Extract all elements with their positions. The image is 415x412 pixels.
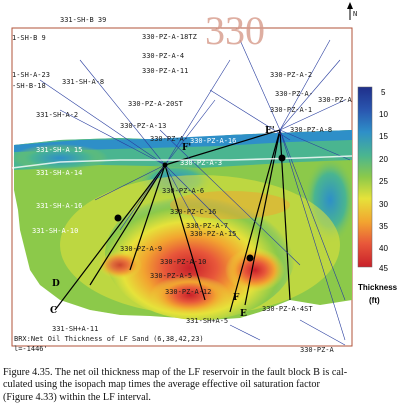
well-label: 330-PZ-A- [150, 135, 188, 143]
point-label-e: E [240, 309, 247, 319]
colorbar-gradient [357, 86, 373, 268]
thickness-margin-pale [14, 300, 120, 320]
well-label: 1-SH-A-23 [12, 71, 50, 79]
well-label: 330-PZ-A [318, 96, 353, 104]
colorbar-tick-label: 35 [379, 222, 388, 231]
well-label: 330-PZ-A-11 [142, 67, 188, 75]
point-label-c: C [50, 306, 57, 316]
well-label: 331-SH+A-5 [186, 317, 228, 325]
well-label: 330-PZ-A-1 [270, 106, 312, 114]
well-label: 330-PZ-C-16 [170, 208, 216, 216]
well-label: 330-PZ-A-13 [120, 122, 166, 130]
colorbar-tick-label: 20 [379, 155, 388, 164]
thickness-high-zone-east [225, 248, 285, 292]
well-trajectories [39, 39, 351, 346]
well-label: 330-PZ-A-5 [150, 272, 192, 280]
net-oil-thickness-map-figure: C D E F E' F' 330 N 331-SH-B 39 1-SH-B 9… [11, 2, 398, 354]
well-label: 330-PZ-A [300, 346, 335, 354]
figure-caption: Figure 4.35. The net oil thickness map o… [3, 367, 411, 404]
colorbar-tick-label: 10 [379, 110, 388, 119]
point-label-f-prime: F' [182, 143, 191, 153]
well-label: 330-PZ-A-3 [180, 159, 222, 167]
well-label: 330-PZ-A-7 [186, 222, 228, 230]
map-canvas: C D E F E' F' 330 N 331-SH-B 39 1-SH-B 9… [11, 2, 398, 354]
well-label: 330-PZ-A-4ST [262, 305, 313, 313]
colorbar: 5 10 15 20 25 30 35 40 45 Thickness (ft) [357, 86, 398, 305]
well-label: 331-SH-B 39 [60, 16, 106, 24]
colorbar-title: Thickness [358, 283, 398, 292]
caption-line-1: Figure 4.35. The net oil thickness map o… [3, 367, 348, 378]
well-label: 331-SH-A-14 [36, 169, 82, 177]
thickness-band-top-edge [14, 130, 352, 152]
north-label: N [353, 10, 357, 18]
well-label: 330-PZ-A-16 [190, 137, 236, 145]
map-annotation-line-2: l=-1446' [14, 345, 48, 353]
point-label-f: F [233, 293, 240, 303]
thickness-mid-zone-north [170, 191, 290, 219]
well-label: 330-PZ-A-20ST [128, 100, 184, 108]
well-label: 331-SH+A-11 [52, 325, 98, 333]
well-label: 330-PZ-A-8 [290, 126, 332, 134]
well-label: 330-PZ-A- [275, 90, 313, 98]
colorbar-unit: (ft) [369, 296, 380, 305]
point-label-e-prime: E' [265, 126, 275, 136]
well-label: 330-PZ-A-18TZ [142, 33, 197, 41]
well-label: 330-PZ-A-2 [270, 71, 312, 79]
well-label: 331-SH-A-10 [32, 227, 78, 235]
north-arrow [347, 2, 353, 20]
well-label: 330-PZ-A-4 [142, 52, 184, 60]
colorbar-tick-label: 30 [379, 200, 388, 209]
well-label: 331-SH-A 15 [36, 146, 82, 154]
well-label: 330-PZ-A-12 [165, 288, 211, 296]
section-markers [114, 154, 286, 262]
block-number-label: 330 [205, 8, 265, 53]
well-label: 330-PZ-A-6 [162, 187, 204, 195]
colorbar-tick-label: 5 [381, 88, 386, 97]
colorbar-tick-label: 45 [379, 264, 388, 273]
colorbar-tick-label: 25 [379, 177, 388, 186]
map-annotation-line-1: BRX:Net Oil Thickness of LF Sand (6,38,4… [14, 335, 204, 343]
well-label: 330-PZ-A-10 [160, 258, 206, 266]
thickness-high-zone-west [98, 251, 142, 279]
well-label: 330-PZ-A-15 [190, 230, 236, 238]
colorbar-tick-label: 40 [379, 244, 388, 253]
well-label-layer: 331-SH-B 39 1-SH-B 9 330-PZ-A-18TZ 330-P… [12, 16, 353, 354]
cross-section-lines [54, 129, 291, 313]
colorbar-tick-label: 15 [379, 132, 388, 141]
thickness-high-zone-south [150, 275, 230, 315]
well-label: 1-SH-B 9 [12, 34, 46, 42]
well-label: -SH-B-18 [12, 82, 46, 90]
fault-block-outline [11, 155, 353, 169]
point-label-d: D [52, 279, 60, 289]
caption-line-2: culated using the isopach map times the … [3, 379, 320, 391]
caption-line-3: (Figure 4.33) within the LF interval. [3, 391, 151, 403]
well-label: 331-SH-A-8 [62, 78, 104, 86]
well-label: 331-SH-A-2 [36, 111, 78, 119]
well-label: 331-SH-A-16 [36, 202, 82, 210]
well-label: 330-PZ-A-9 [120, 245, 162, 253]
